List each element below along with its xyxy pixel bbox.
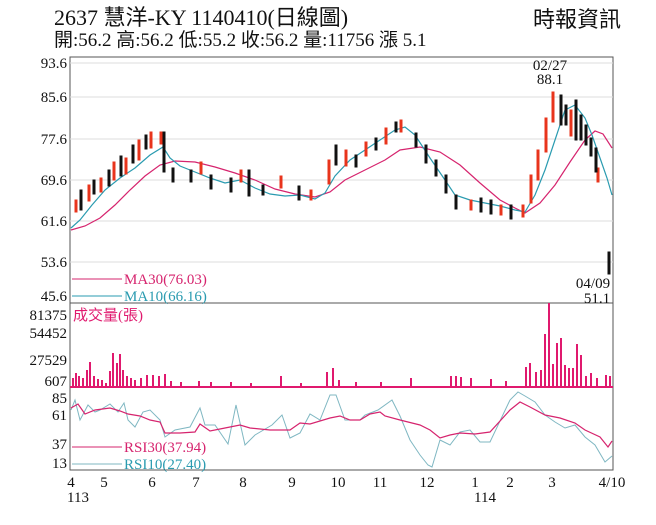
svg-text:1: 1 [471,475,479,491]
x-axis: 4 5 6 7 8 9 10 11 12 1 2 3 4/10 113 114 [67,475,625,506]
svg-text:6: 6 [148,475,156,491]
rsi30-line [70,401,613,449]
year-114: 114 [474,490,496,506]
svg-text:45.6: 45.6 [41,289,68,305]
volume-bars [72,303,611,387]
svg-text:10: 10 [331,475,346,491]
svg-text:77.6: 77.6 [41,132,68,148]
volume-title: 成交量(張) [73,306,143,324]
price-y-axis: 93.6 85.6 77.6 69.6 61.6 53.6 45.6 [41,56,68,305]
svg-text:607: 607 [45,374,68,390]
svg-text:81375: 81375 [30,308,68,324]
svg-text:2: 2 [506,475,514,491]
svg-text:54452: 54452 [30,326,68,342]
svg-text:61.6: 61.6 [41,214,68,230]
chart-title: 2637 慧洋-KY 1140410(日線圖) [54,5,349,30]
quote-summary: 開:56.2 高:56.2 低:55.2 收:56.2 量:11756 漲 5.… [54,30,427,51]
svg-text:93.6: 93.6 [41,56,68,72]
rsi30-legend: RSI30(37.94) [124,440,206,456]
svg-text:8: 8 [239,475,247,491]
svg-text:4/10: 4/10 [599,475,626,491]
volume-y-axis: 81375 54452 27529 607 [30,308,68,390]
source-label: 時報資訊 [533,7,622,32]
rsi-y-axis: 85 61 37 13 [52,391,68,472]
svg-text:12: 12 [420,475,435,491]
rsi10-line [70,391,613,468]
price-grid [70,62,613,263]
svg-text:5: 5 [100,475,108,491]
svg-text:37: 37 [52,437,68,453]
svg-text:4: 4 [67,475,75,491]
ma10-legend: MA10(66.16) [124,289,207,305]
price-legend: MA30(76.03) MA10(66.16) [72,272,207,305]
price-annotations: 02/27 88.1 04/09 51.1 [533,58,610,307]
svg-text:9: 9 [288,475,296,491]
candlesticks [74,91,611,275]
low-value: 51.1 [584,291,610,307]
svg-text:85: 85 [52,391,67,407]
svg-text:13: 13 [52,456,67,472]
year-113: 113 [67,490,89,506]
ma30-line [70,130,613,231]
svg-text:7: 7 [192,475,200,491]
rsi-legend: RSI30(37.94) RSI10(27.40) [72,440,206,473]
ma30-legend: MA30(76.03) [124,272,207,288]
chart-frame [69,56,614,471]
low-date: 04/09 [576,276,610,292]
svg-text:85.6: 85.6 [41,90,68,106]
svg-text:27529: 27529 [30,353,68,369]
svg-text:61: 61 [52,408,67,424]
high-date: 02/27 [533,58,568,74]
rsi10-legend: RSI10(27.40) [124,457,206,473]
svg-text:69.6: 69.6 [41,173,68,189]
high-value: 88.1 [537,72,563,88]
svg-text:53.6: 53.6 [41,255,68,271]
svg-text:11: 11 [373,475,387,491]
svg-text:3: 3 [548,475,556,491]
